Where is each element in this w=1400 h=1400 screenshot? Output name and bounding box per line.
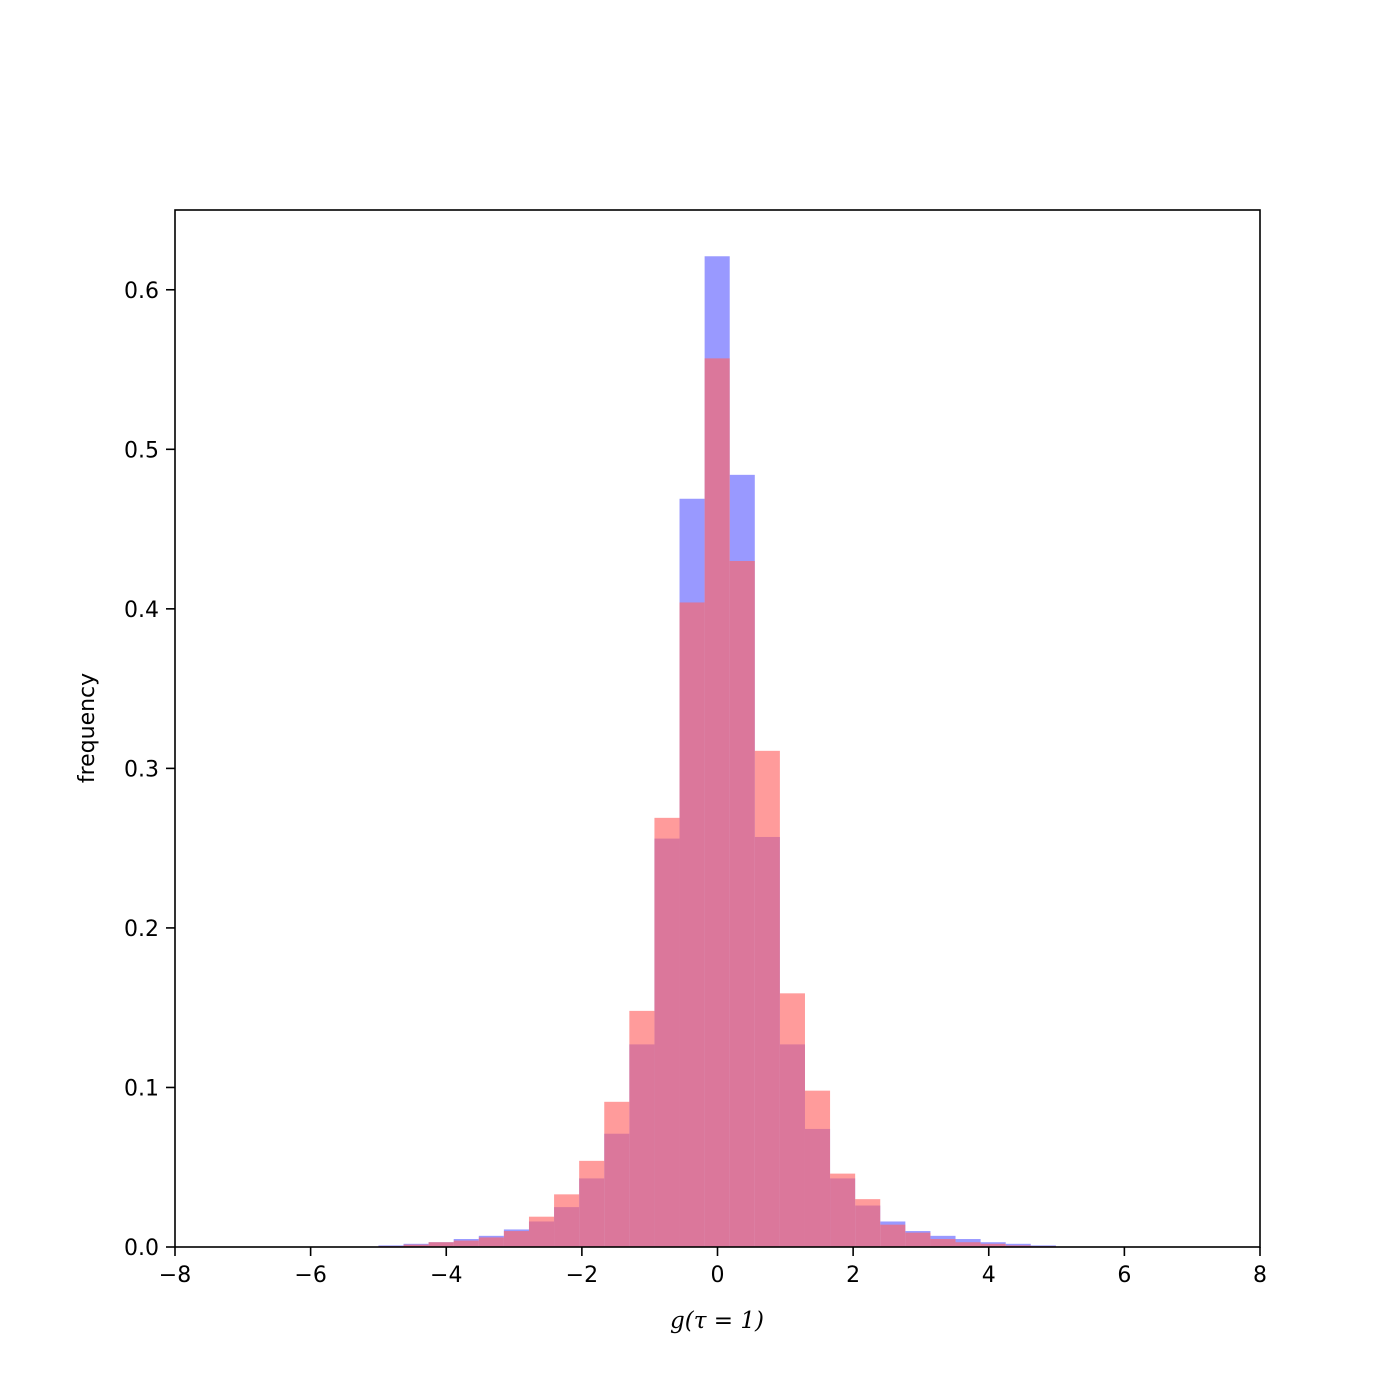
- histogram-bar-series-2: [503, 1231, 529, 1247]
- histogram-bar-series-2: [629, 1010, 655, 1247]
- histogram-bar-series-2: [528, 1216, 555, 1247]
- histogram-bar-series-2: [804, 1090, 831, 1247]
- histogram-bar-series-2: [704, 358, 730, 1248]
- x-tick-label: 6: [1117, 1263, 1131, 1288]
- histogram-bar-series-2: [403, 1244, 429, 1247]
- histogram-bar-series-2: [980, 1243, 1006, 1247]
- y-tick-label: 0.0: [124, 1236, 159, 1261]
- histogram-bar-series-2: [453, 1240, 479, 1247]
- histogram-bar-series-2: [855, 1199, 881, 1247]
- x-tick-label: −2: [566, 1263, 598, 1288]
- x-tick-label: −4: [430, 1263, 462, 1288]
- histogram-bar-series-2: [754, 750, 780, 1247]
- y-tick-label: 0.6: [124, 279, 159, 304]
- axes: −8 −6 −4 −2 0 2 4 6 8 0.0 0.1 0.2 0.3 0.4 0.5 0.6: [124, 209, 1267, 1288]
- x-tick-label: 0: [711, 1263, 725, 1288]
- histogram-bar-series-2: [905, 1232, 931, 1247]
- histogram-bar-series-2: [579, 1160, 605, 1247]
- x-tick-label: 4: [982, 1263, 996, 1288]
- histogram-bar-series-2: [604, 1101, 630, 1247]
- y-tick-label: 0.4: [124, 598, 159, 623]
- y-tick-label: 0.2: [124, 917, 159, 942]
- histogram-bar-series-2: [554, 1194, 580, 1247]
- y-tick-label: 0.3: [124, 757, 159, 782]
- histogram-bar-series-2: [729, 560, 755, 1247]
- y-tick-label: 0.1: [124, 1076, 159, 1101]
- histogram-bar-series-2: [830, 1173, 856, 1247]
- histogram-bar-series-2: [779, 993, 805, 1247]
- x-tick-label: 8: [1253, 1263, 1267, 1288]
- histogram-bar-series-1: [1005, 1243, 1031, 1247]
- histogram-bar-series-2: [428, 1242, 454, 1247]
- y-axis-label: frequency: [75, 673, 100, 783]
- histogram-bar-series-2: [679, 602, 705, 1247]
- histogram-bar-series-2: [955, 1242, 981, 1247]
- histogram-bars: [378, 256, 1056, 1248]
- histogram-bar-series-2: [880, 1224, 906, 1247]
- x-tick-label: 2: [846, 1263, 860, 1288]
- x-tick-label: −6: [294, 1263, 326, 1288]
- x-tick-label: −8: [159, 1263, 191, 1288]
- histogram-bar-series-2: [654, 817, 680, 1247]
- histogram-bar-series-2: [930, 1239, 956, 1247]
- x-axis-label: g(τ = 1): [670, 1308, 764, 1334]
- histogram-bar-series-2: [478, 1237, 504, 1247]
- y-tick-label: 0.5: [124, 438, 159, 463]
